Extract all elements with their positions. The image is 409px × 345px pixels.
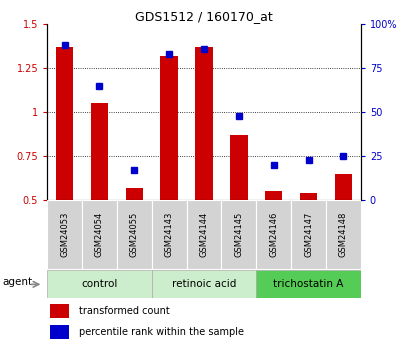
Bar bbox=[160, 56, 178, 200]
Bar bbox=[47, 200, 82, 269]
Text: trichostatin A: trichostatin A bbox=[273, 279, 343, 289]
Text: GSM24146: GSM24146 bbox=[269, 212, 277, 257]
Title: GDS1512 / 160170_at: GDS1512 / 160170_at bbox=[135, 10, 272, 23]
Bar bbox=[82, 200, 117, 269]
Bar bbox=[151, 270, 256, 298]
Bar bbox=[264, 191, 282, 200]
Bar bbox=[125, 188, 143, 200]
Bar bbox=[334, 174, 351, 200]
Text: agent: agent bbox=[2, 277, 32, 287]
Text: retinoic acid: retinoic acid bbox=[171, 279, 236, 289]
Text: GSM24053: GSM24053 bbox=[60, 212, 69, 257]
Text: GSM24143: GSM24143 bbox=[164, 212, 173, 257]
Text: GSM24055: GSM24055 bbox=[130, 212, 138, 257]
Bar bbox=[47, 270, 151, 298]
Text: GSM24148: GSM24148 bbox=[338, 212, 347, 257]
Text: control: control bbox=[81, 279, 117, 289]
Bar bbox=[325, 200, 360, 269]
Bar bbox=[229, 135, 247, 200]
Bar bbox=[50, 325, 69, 339]
Bar bbox=[195, 47, 212, 200]
Bar bbox=[299, 193, 317, 200]
Bar bbox=[50, 304, 69, 318]
Bar bbox=[256, 270, 360, 298]
Bar bbox=[256, 200, 290, 269]
Text: GSM24054: GSM24054 bbox=[95, 212, 103, 257]
Bar bbox=[117, 200, 151, 269]
Bar bbox=[290, 200, 325, 269]
Text: transformed count: transformed count bbox=[79, 306, 169, 316]
Text: GSM24144: GSM24144 bbox=[199, 212, 208, 257]
Bar bbox=[221, 200, 256, 269]
Text: percentile rank within the sample: percentile rank within the sample bbox=[79, 327, 243, 337]
Bar bbox=[186, 200, 221, 269]
Bar bbox=[90, 104, 108, 200]
Text: GSM24147: GSM24147 bbox=[303, 212, 312, 257]
Bar bbox=[56, 47, 73, 200]
Bar bbox=[151, 200, 186, 269]
Text: GSM24145: GSM24145 bbox=[234, 212, 243, 257]
